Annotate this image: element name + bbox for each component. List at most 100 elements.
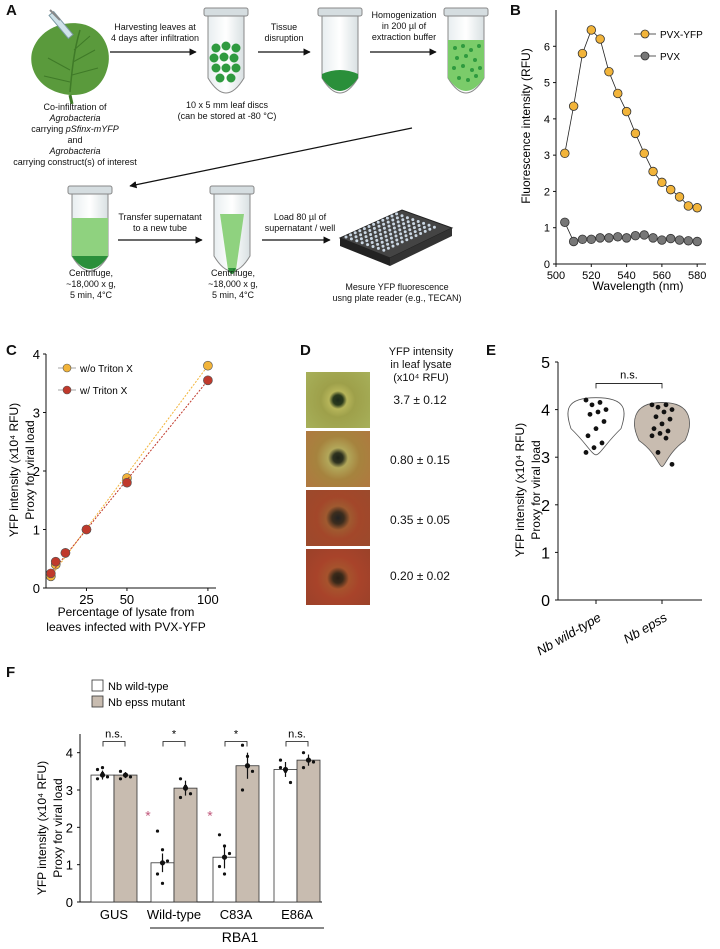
plate-well xyxy=(362,227,366,231)
step-disruption-label: Tissue disruption xyxy=(256,22,312,44)
c-trendline xyxy=(50,380,209,574)
f-sig-bracket xyxy=(102,741,126,747)
step-line: disruption xyxy=(264,33,304,43)
plate-well xyxy=(386,246,390,250)
leaf-image-4 xyxy=(306,549,370,605)
c-point xyxy=(122,477,132,488)
leaf-caption-line: Agrobacteria xyxy=(49,113,101,123)
f-mean-dot xyxy=(159,860,166,866)
b-xtick-label: 560 xyxy=(653,270,671,282)
f-point xyxy=(128,775,133,779)
e-point xyxy=(661,409,667,415)
c-ytick-label: 3 xyxy=(33,406,40,421)
panel-e-letter: E xyxy=(486,342,497,359)
e-point xyxy=(583,450,589,455)
f-point xyxy=(227,851,232,856)
e-point xyxy=(583,397,589,403)
e-xtick-label: Nb epss xyxy=(621,609,670,646)
plate-well xyxy=(395,238,399,242)
panel-f-letter: F xyxy=(6,664,16,681)
f-point xyxy=(100,771,105,775)
panel-c-letter: C xyxy=(6,342,17,359)
panel-b-letter: B xyxy=(510,2,521,19)
plate-well xyxy=(390,214,394,218)
caption-line: 5 min, 4°C xyxy=(211,290,255,300)
plate-well xyxy=(349,233,353,237)
b-point xyxy=(621,233,632,243)
d-value-4: 0.20 ± 0.02 xyxy=(390,569,450,583)
b-point xyxy=(604,233,614,243)
f-point xyxy=(306,758,311,762)
caption-line: ~18,000 x g, xyxy=(66,279,116,289)
f-point xyxy=(160,881,165,885)
f-bar xyxy=(90,774,115,903)
f-sig-bracket xyxy=(224,741,248,747)
e-point xyxy=(665,428,671,434)
b-ytick-label: 0 xyxy=(544,259,550,271)
f-point xyxy=(118,777,123,781)
c-point xyxy=(46,568,56,579)
plate-well xyxy=(368,229,372,232)
b-point xyxy=(595,233,605,243)
plate-well xyxy=(404,234,408,238)
b-point xyxy=(595,34,605,44)
b-legend-label: PVX-YFP xyxy=(660,30,703,41)
f-point xyxy=(283,769,288,773)
e-ytick-label: 1 xyxy=(541,545,550,562)
plate-well xyxy=(376,246,380,250)
f-sig-label: * xyxy=(234,728,239,740)
step-line: Load 80 µl of xyxy=(273,212,327,222)
plate-well xyxy=(397,224,401,228)
plate-well xyxy=(432,225,436,229)
b-xtick-label: 500 xyxy=(547,270,565,282)
b-xlabel: Wavelength (nm) xyxy=(593,279,684,293)
c-legend-marker xyxy=(62,363,72,373)
plate-well xyxy=(398,228,402,232)
b-point xyxy=(586,234,596,245)
f-sig-label: n.s. xyxy=(105,728,123,740)
plate-well xyxy=(411,218,415,222)
e-point xyxy=(657,431,663,436)
f-point xyxy=(288,780,293,785)
f-point xyxy=(301,751,306,755)
f-sig-star: * xyxy=(207,807,213,823)
caption-line: ~18,000 x g, xyxy=(208,279,258,289)
b-point xyxy=(674,192,685,202)
caption-line: 5 min, 4°C xyxy=(69,290,113,300)
f-ylabel-2: Proxy for viral load xyxy=(51,778,65,877)
f-ytick-label: 2 xyxy=(66,820,73,835)
plate-well xyxy=(400,214,404,218)
panel-a-letter: A xyxy=(6,2,17,19)
plate-caption: Mesure YFP fluorescence usng plate reade… xyxy=(324,282,470,304)
plate-well xyxy=(392,222,396,226)
plate-well xyxy=(372,222,376,226)
f-bar xyxy=(173,787,198,903)
panel-d-letter: D xyxy=(300,342,311,359)
plate-well xyxy=(389,236,393,240)
b-point xyxy=(577,234,588,245)
caption-line: usng plate reader (e.g., TECAN) xyxy=(332,293,462,303)
f-point xyxy=(155,872,160,876)
plate-well xyxy=(395,212,399,216)
plate-well xyxy=(419,232,423,235)
e-ytick-label: 0 xyxy=(541,593,550,610)
d-header-line: YFP intensity xyxy=(388,346,454,358)
step-line: Transfer supernatant xyxy=(118,212,202,222)
leaf-image-1 xyxy=(306,372,370,428)
step-line: extraction buffer xyxy=(371,32,437,42)
plate-well xyxy=(355,239,359,243)
e-point xyxy=(667,416,673,422)
c-legend-marker xyxy=(62,385,72,395)
plate-well xyxy=(391,244,395,248)
plate-well xyxy=(402,222,406,226)
c-ytick-label: 1 xyxy=(33,523,40,538)
c-xtick-label: 50 xyxy=(120,592,134,607)
f-group-label: RBA1 xyxy=(222,929,259,945)
e-sig-bracket xyxy=(595,383,663,389)
b-point xyxy=(666,233,676,244)
plate-well xyxy=(405,216,409,220)
f-xtick-label: Wild-type xyxy=(147,907,201,922)
plate-well xyxy=(401,218,405,222)
e-ytick-label: 5 xyxy=(541,355,550,372)
plate-well xyxy=(422,221,426,225)
